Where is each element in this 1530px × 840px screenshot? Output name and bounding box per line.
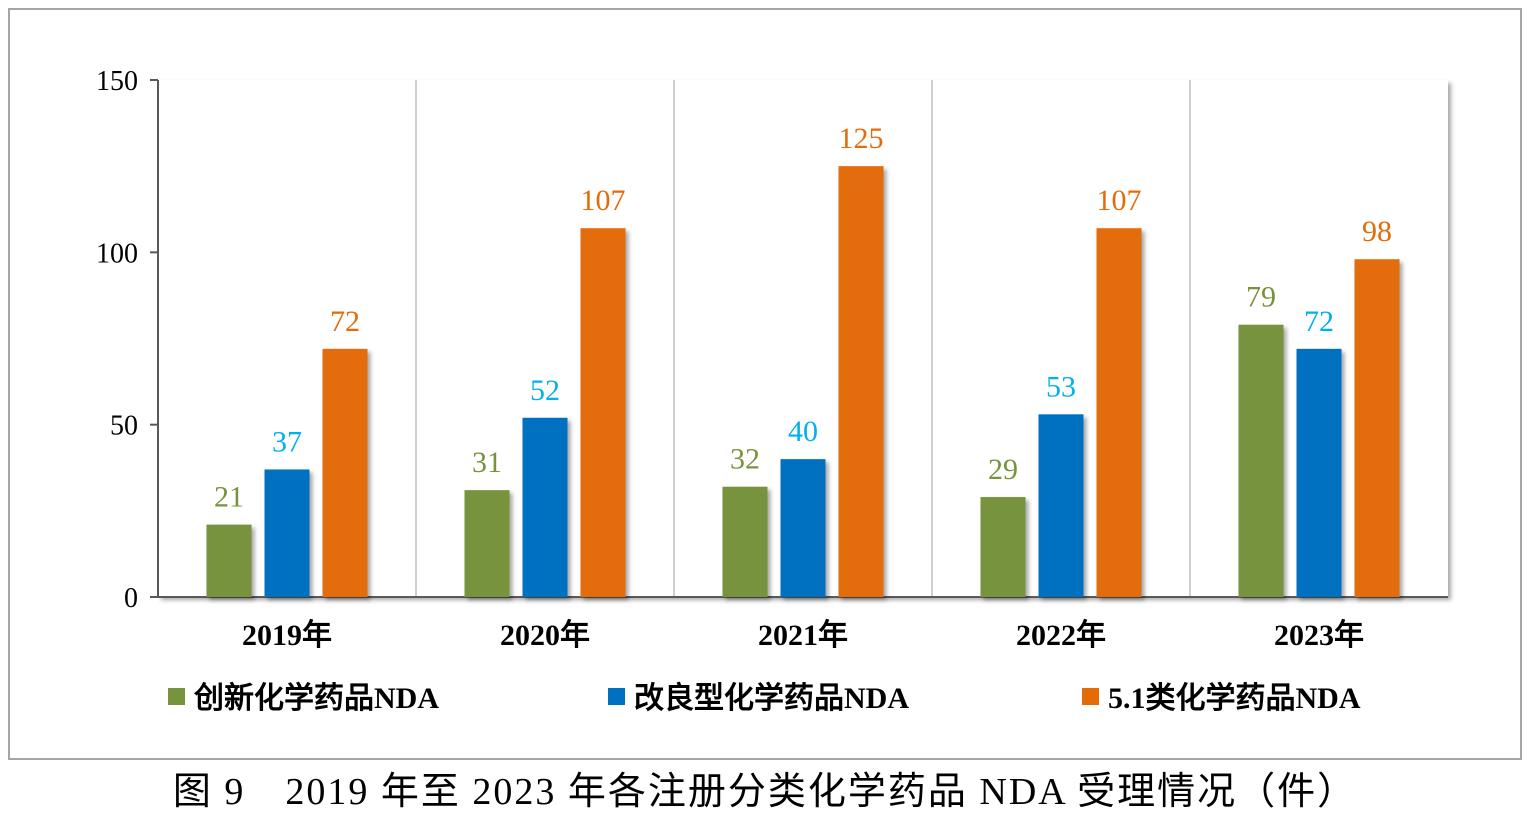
bar-chart: 0 50 100 150 21 37 72 2019年 31 52 107 2020年 32 40 125 2… bbox=[96, 66, 1448, 715]
bar bbox=[1038, 414, 1084, 597]
bar bbox=[322, 348, 368, 597]
data-label: 21 bbox=[214, 481, 244, 514]
bar bbox=[838, 166, 884, 597]
bar bbox=[1238, 324, 1284, 597]
data-label: 40 bbox=[788, 415, 818, 448]
x-tick-label: 2023年 bbox=[1274, 619, 1364, 652]
bar bbox=[980, 497, 1026, 597]
data-label: 98 bbox=[1362, 215, 1392, 248]
legend-swatch bbox=[168, 688, 185, 705]
bar bbox=[1096, 228, 1142, 597]
legend-entry: 5.1类化学药品NDA bbox=[1108, 681, 1361, 715]
data-label: 125 bbox=[839, 122, 884, 155]
data-label: 52 bbox=[530, 374, 560, 407]
data-label: 107 bbox=[1097, 184, 1142, 217]
data-label: 107 bbox=[581, 184, 626, 217]
figure-caption: 图 9 2019 年至 2023 年各注册分类化学药品 NDA 受理情况（件） bbox=[172, 771, 1358, 813]
data-label: 31 bbox=[472, 446, 502, 479]
x-tick-label: 2021年 bbox=[758, 619, 848, 652]
bar bbox=[264, 469, 310, 597]
bar bbox=[464, 490, 510, 597]
data-label: 72 bbox=[330, 305, 360, 338]
data-label: 53 bbox=[1046, 370, 1076, 403]
legend-entry: 改良型化学药品NDA bbox=[634, 681, 909, 715]
y-tick-label: 150 bbox=[96, 66, 138, 97]
bar bbox=[722, 486, 768, 597]
legend-swatch bbox=[1082, 688, 1099, 705]
bar bbox=[1354, 259, 1400, 597]
data-label: 37 bbox=[272, 425, 302, 458]
legend-swatch bbox=[608, 688, 625, 705]
bar bbox=[580, 228, 626, 597]
data-label: 79 bbox=[1246, 281, 1276, 314]
data-label: 32 bbox=[730, 443, 760, 476]
y-tick-label: 0 bbox=[124, 583, 138, 614]
data-label: 29 bbox=[988, 453, 1018, 486]
x-tick-label: 2020年 bbox=[500, 619, 590, 652]
y-tick-label: 100 bbox=[96, 238, 138, 269]
bar bbox=[1296, 348, 1342, 597]
x-tick-label: 2022年 bbox=[1016, 619, 1106, 652]
y-tick-label: 50 bbox=[110, 411, 138, 442]
bar bbox=[780, 459, 826, 597]
x-tick-label: 2019年 bbox=[242, 619, 332, 652]
bar bbox=[522, 417, 568, 597]
data-label: 72 bbox=[1304, 305, 1334, 338]
legend-entry: 创新化学药品NDA bbox=[193, 681, 439, 715]
bar bbox=[206, 524, 252, 597]
